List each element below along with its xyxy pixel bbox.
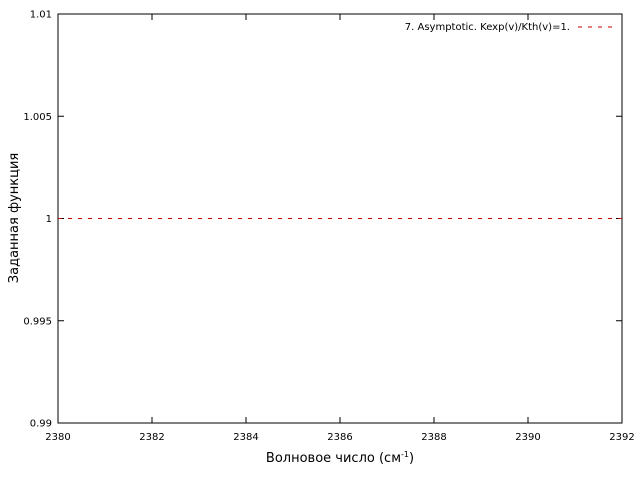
legend-label: 7. Asymptotic. Kexp(v)/Kth(v)=1. xyxy=(405,22,570,33)
x-tick-label: 2384 xyxy=(233,432,258,443)
y-tick-label: 1.01 xyxy=(30,10,52,21)
x-tick-label: 2388 xyxy=(421,432,446,443)
x-tick-label: 2382 xyxy=(139,432,164,443)
legend: 7. Asymptotic. Kexp(v)/Kth(v)=1. xyxy=(405,22,612,33)
x-axis-title: Волновое число (см-1) xyxy=(266,450,414,466)
x-tick-label: 2392 xyxy=(609,432,634,443)
y-tick-label: 0.995 xyxy=(23,316,52,327)
x-tick-label: 2390 xyxy=(515,432,540,443)
y-tick-label: 0.99 xyxy=(30,419,52,430)
y-tick-labels: 0.99 0.995 1 1.005 1.01 xyxy=(23,10,52,430)
x-tick-label: 2380 xyxy=(45,432,70,443)
x-tick-label: 2386 xyxy=(327,432,352,443)
axis-ticks xyxy=(57,13,623,424)
y-axis-title: Заданная функция xyxy=(7,153,22,283)
x-tick-labels: 2380 2382 2384 2386 2388 2390 2392 xyxy=(45,432,634,443)
y-tick-label: 1.005 xyxy=(23,112,52,123)
y-tick-label: 1 xyxy=(46,214,52,225)
